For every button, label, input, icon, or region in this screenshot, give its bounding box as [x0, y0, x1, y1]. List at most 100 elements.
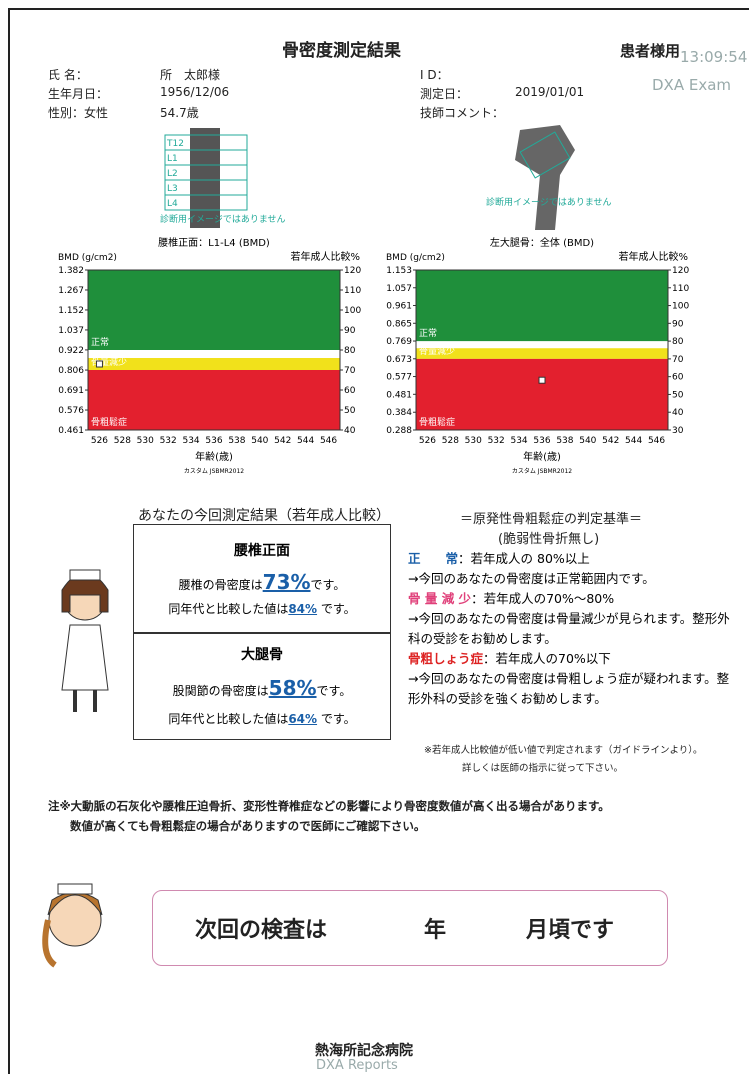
x-tick-label: 542	[602, 436, 619, 446]
results-title: あなたの今回測定結果（若年成人比較）	[138, 508, 390, 524]
result-section: 大腿骨 股関節の骨密度は58%です。 同年代と比較した値は64% です。	[133, 634, 391, 727]
y-tick-label: 0.384	[386, 408, 412, 418]
result-line: 腰椎の骨密度は73%です。	[133, 570, 391, 594]
result-value: 84%	[288, 602, 318, 616]
footer-sub: DXA Reports	[316, 1058, 398, 1073]
y-label: BMD (g/cm2)	[386, 253, 445, 263]
x-tick-label: 544	[625, 436, 642, 446]
result-value: 73%	[262, 570, 311, 594]
field-value: 1956/12/06	[160, 85, 230, 99]
criteria-subtitle: (脆弱性骨折無し)	[498, 532, 600, 547]
y-tick-label: 0.577	[386, 373, 412, 383]
time: 13:09:54	[680, 48, 748, 66]
y2-tick-label: 100	[344, 306, 361, 316]
x-tick-label: 532	[160, 436, 177, 446]
x-tick-label: 544	[297, 436, 314, 446]
band	[416, 358, 668, 430]
y-tick-label: 0.961	[386, 302, 412, 312]
chart-title: 腰椎正面：L1-L4 (BMD)	[158, 236, 270, 249]
field-label: 技師コメント：	[420, 106, 505, 120]
field-label: 氏 名：	[48, 68, 88, 82]
vertebra-label: L2	[167, 169, 178, 179]
x-tick-label: 528	[442, 436, 459, 446]
band-label: 骨粗鬆症	[91, 416, 127, 428]
criteria-title: ＝原発性骨粗鬆症の判定基準＝	[460, 512, 643, 527]
y2-tick-label: 40	[672, 408, 684, 418]
field-label: 測定日：	[420, 87, 469, 101]
desc: ：若年成人の70%以下	[483, 651, 611, 666]
y2-tick-label: 100	[672, 302, 689, 312]
result-value: 58%	[268, 676, 317, 700]
text: 腰椎の骨密度は	[178, 578, 263, 592]
text: です。	[316, 684, 352, 698]
x-tick-label: 526	[91, 436, 108, 446]
y2-tick-label: 70	[344, 366, 356, 376]
frame-top	[8, 8, 749, 10]
band	[88, 370, 340, 430]
femur-image: 診断用イメージではありません	[486, 125, 612, 230]
y-label: BMD (g/cm2)	[58, 253, 117, 263]
exam: DXA Exam	[652, 76, 732, 94]
vertebra-label: L4	[167, 199, 178, 209]
y-tick-label: 0.865	[386, 319, 412, 329]
result-value: 64%	[288, 712, 318, 726]
y-tick-label: 0.769	[386, 337, 412, 347]
copy-label: 患者様用	[620, 42, 681, 60]
note: カスタム JSBMR2012	[184, 467, 244, 475]
x-tick-label: 546	[648, 436, 665, 446]
next-year: 年	[424, 918, 447, 943]
title: 骨密度測定結果	[282, 41, 401, 61]
result-line: 同年代と比較した値は64% です。	[133, 710, 391, 727]
vertebra-label: L1	[167, 154, 178, 164]
patient-point	[538, 376, 546, 384]
result-line: 股関節の骨密度は58%です。	[133, 676, 391, 700]
x-tick-label: 538	[556, 436, 573, 446]
x-tick-label: 540	[579, 436, 596, 446]
next-month: 月頃です	[526, 918, 615, 943]
y2-tick-label: 30	[672, 426, 684, 436]
band	[88, 358, 340, 370]
term: 正 常	[408, 551, 459, 566]
divider	[133, 632, 391, 634]
vertebra-label: T12	[166, 139, 184, 149]
x-label: 年齢(歳)	[195, 450, 233, 463]
next-box	[152, 890, 668, 966]
chart-title: 左大腿骨：全体 (BMD)	[490, 236, 594, 249]
y2-tick-label: 120	[672, 266, 689, 276]
y-tick-label: 0.691	[58, 386, 84, 396]
y-tick-label: 1.267	[58, 286, 84, 296]
x-tick-label: 536	[205, 436, 222, 446]
spine-image: T12 L1 L2 L3 L4 診断用イメージではありません	[160, 128, 286, 228]
x-tick-label: 546	[320, 436, 337, 446]
text: です。	[317, 712, 356, 726]
result-line: 同年代と比較した値は84% です。	[133, 600, 391, 617]
section-heading: 大腿骨	[241, 647, 283, 663]
note: カスタム JSBMR2012	[512, 467, 572, 475]
y2-tick-label: 110	[672, 284, 689, 294]
patient-point	[95, 360, 103, 368]
criteria-list: 正 常：若年成人の 80%以上 →今回のあなたの骨密度は正常範囲内です。 骨 量…	[408, 549, 733, 709]
band	[416, 270, 668, 342]
nurse-1	[61, 569, 109, 712]
text: 股関節の骨密度は	[172, 684, 269, 698]
criteria-result: →今回のあなたの骨密度は骨量減少が見られます。整形外科の受診をお勧めします。	[408, 611, 730, 646]
image-caption: 診断用イメージではありません	[160, 213, 286, 225]
y-tick-label: 0.481	[386, 390, 412, 400]
y-tick-label: 1.152	[58, 306, 84, 316]
warning: 数値が高くても骨粗鬆症の場合がありますので医師にご確認下さい。	[70, 819, 426, 833]
band-label: 正常	[91, 336, 109, 348]
x-tick-label: 526	[419, 436, 436, 446]
field-value: 所 太郎様	[160, 68, 221, 82]
term: 骨粗しょう症	[408, 651, 484, 666]
y2-tick-label: 90	[672, 319, 684, 329]
x-tick-label: 540	[251, 436, 268, 446]
band-label: 骨量減少	[419, 345, 455, 357]
criteria-result: →今回のあなたの骨密度は正常範囲内です。	[408, 571, 655, 586]
desc: ：若年成人の 80%以上	[458, 551, 590, 566]
y2-tick-label: 70	[672, 355, 684, 365]
criteria-item: 骨粗しょう症：若年成人の70%以下	[408, 649, 733, 669]
y-tick-label: 0.673	[386, 355, 412, 365]
x-tick-label: 538	[228, 436, 245, 446]
band	[416, 348, 668, 359]
